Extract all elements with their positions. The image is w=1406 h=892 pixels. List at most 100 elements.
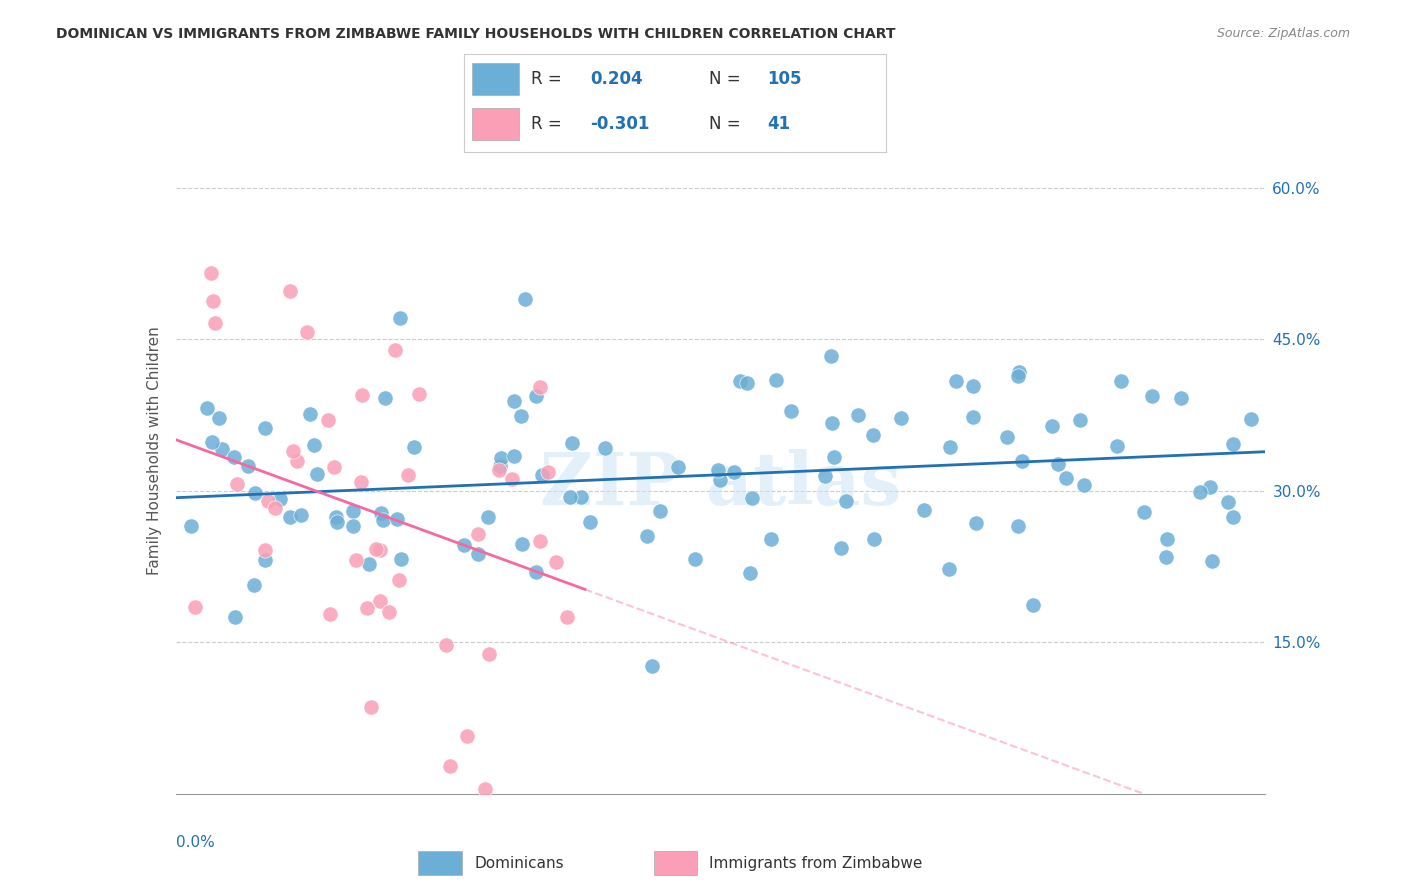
Point bbox=[453, 538, 475, 552]
Point bbox=[1201, 554, 1223, 568]
Point bbox=[683, 552, 706, 566]
Point bbox=[208, 411, 231, 425]
Point bbox=[326, 515, 349, 529]
Point bbox=[636, 529, 658, 543]
Point bbox=[1240, 412, 1263, 426]
Point bbox=[257, 494, 280, 508]
Point bbox=[408, 387, 430, 401]
FancyBboxPatch shape bbox=[472, 109, 519, 140]
Point bbox=[962, 410, 984, 425]
Point bbox=[503, 449, 526, 463]
Text: Immigrants from Zimbabwe: Immigrants from Zimbabwe bbox=[709, 855, 922, 871]
Point bbox=[1007, 519, 1029, 533]
Point bbox=[1008, 365, 1031, 379]
Point bbox=[890, 410, 912, 425]
Point bbox=[350, 388, 373, 402]
Point bbox=[388, 573, 411, 587]
Point bbox=[439, 759, 461, 773]
Point bbox=[1109, 374, 1132, 388]
Point bbox=[1189, 485, 1212, 500]
Point bbox=[269, 491, 291, 506]
Point bbox=[1007, 369, 1029, 384]
Text: R =: R = bbox=[531, 70, 568, 88]
Point bbox=[1170, 392, 1192, 406]
Point bbox=[360, 700, 382, 714]
Point bbox=[225, 476, 247, 491]
Point bbox=[344, 553, 367, 567]
Point bbox=[1140, 389, 1163, 403]
Point bbox=[820, 350, 842, 364]
Point bbox=[474, 781, 496, 796]
Point bbox=[242, 578, 264, 592]
Point bbox=[501, 472, 523, 486]
Point bbox=[780, 404, 803, 418]
Point bbox=[569, 491, 592, 505]
Point bbox=[302, 437, 325, 451]
Text: N =: N = bbox=[709, 115, 745, 133]
Point bbox=[738, 566, 761, 580]
Point bbox=[253, 553, 276, 567]
Point bbox=[253, 542, 276, 557]
Point bbox=[243, 486, 266, 500]
Point bbox=[555, 610, 578, 624]
Point bbox=[821, 416, 844, 430]
Point bbox=[560, 491, 582, 505]
Point bbox=[1047, 457, 1070, 471]
Point bbox=[368, 594, 391, 608]
Point bbox=[384, 343, 406, 357]
Point bbox=[434, 638, 457, 652]
Point bbox=[862, 428, 884, 442]
Text: DOMINICAN VS IMMIGRANTS FROM ZIMBABWE FAMILY HOUSEHOLDS WITH CHILDREN CORRELATIO: DOMINICAN VS IMMIGRANTS FROM ZIMBABWE FA… bbox=[56, 27, 896, 41]
Point bbox=[945, 374, 967, 388]
Point bbox=[356, 601, 378, 615]
Point bbox=[478, 647, 501, 661]
Point bbox=[195, 401, 218, 415]
Point bbox=[709, 473, 731, 487]
Point bbox=[1199, 480, 1222, 494]
Point bbox=[707, 462, 730, 476]
Point bbox=[350, 475, 373, 489]
Point bbox=[385, 512, 408, 526]
Point bbox=[529, 379, 551, 393]
Point bbox=[939, 441, 962, 455]
Text: 41: 41 bbox=[768, 115, 790, 133]
FancyBboxPatch shape bbox=[472, 63, 519, 95]
Point bbox=[489, 451, 512, 466]
Point bbox=[322, 459, 344, 474]
Point bbox=[201, 293, 224, 308]
Point bbox=[814, 469, 837, 483]
Point bbox=[666, 459, 689, 474]
Point bbox=[467, 547, 489, 561]
Point bbox=[325, 509, 347, 524]
Point bbox=[342, 518, 364, 533]
Point bbox=[488, 462, 510, 476]
Point bbox=[537, 466, 560, 480]
Point bbox=[396, 468, 419, 483]
Point bbox=[359, 557, 381, 571]
Point bbox=[741, 491, 763, 506]
Y-axis label: Family Households with Children: Family Households with Children bbox=[146, 326, 162, 574]
Point bbox=[389, 552, 412, 566]
Point bbox=[938, 562, 960, 576]
Text: -0.301: -0.301 bbox=[591, 115, 650, 133]
Point bbox=[222, 450, 245, 464]
Point bbox=[370, 542, 392, 557]
Point bbox=[730, 375, 752, 389]
Point bbox=[1022, 599, 1045, 613]
Point bbox=[290, 508, 312, 522]
Point bbox=[201, 434, 224, 449]
Point bbox=[561, 436, 583, 450]
Text: 0.0%: 0.0% bbox=[176, 835, 215, 850]
Text: 0.204: 0.204 bbox=[591, 70, 643, 88]
Point bbox=[502, 393, 524, 408]
Point bbox=[524, 389, 547, 403]
Point bbox=[513, 292, 536, 306]
Point bbox=[912, 503, 935, 517]
Point bbox=[305, 467, 328, 482]
Point bbox=[388, 311, 411, 326]
Point bbox=[531, 468, 554, 483]
Point bbox=[236, 459, 259, 474]
Point bbox=[650, 504, 672, 518]
Point bbox=[995, 430, 1018, 444]
Point bbox=[285, 453, 308, 467]
